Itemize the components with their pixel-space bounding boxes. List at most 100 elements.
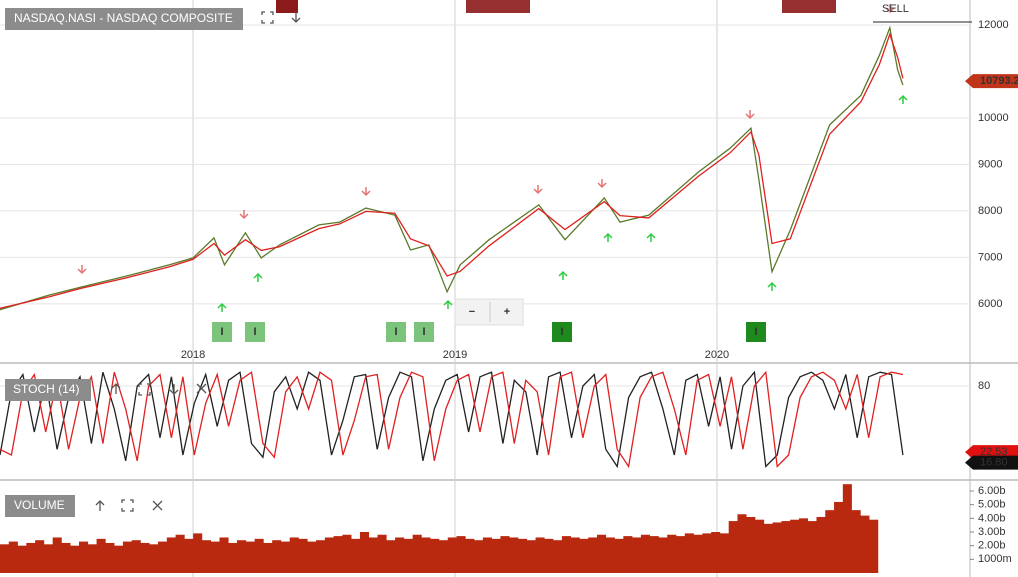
indicator-marker xyxy=(245,322,265,342)
volume-bar xyxy=(798,518,809,573)
y-tick-label: 2.00b xyxy=(978,540,1006,552)
volume-bar xyxy=(561,536,571,573)
indicator-marker xyxy=(552,322,572,342)
volume-bar xyxy=(693,534,703,573)
indicator-marker xyxy=(746,322,766,342)
volume-bar xyxy=(526,540,536,573)
y-tick-label: 8000 xyxy=(978,205,1002,217)
volume-bar xyxy=(245,541,255,573)
volume-bar xyxy=(430,538,440,573)
volume-bar xyxy=(395,537,405,573)
volume-bar xyxy=(237,540,247,573)
volume-bar xyxy=(491,538,501,573)
volume-bar xyxy=(790,519,800,573)
price-line xyxy=(0,32,904,309)
volume-bar xyxy=(684,533,694,573)
volume-bar xyxy=(324,537,334,573)
volume-bar xyxy=(79,541,89,573)
indicator-label: I xyxy=(253,326,256,338)
zoom-out-button[interactable]: − xyxy=(469,306,475,318)
volume-bar xyxy=(570,537,580,573)
x-tick-label: 2018 xyxy=(181,349,205,361)
price-line xyxy=(0,25,904,311)
y-tick-label: 5.00b xyxy=(978,499,1006,511)
y-tick-label: 7000 xyxy=(978,251,1002,263)
volume-bar xyxy=(535,537,545,573)
volume-bar xyxy=(26,542,36,573)
indicator-marker xyxy=(386,322,406,342)
last-value-label: 10793.28 xyxy=(980,75,1018,87)
volume-bar xyxy=(219,537,229,573)
volume-bar xyxy=(351,538,361,573)
indicator-marker xyxy=(212,322,232,342)
volume-bar xyxy=(140,542,150,573)
sell-arrows xyxy=(77,4,895,275)
volume-bar xyxy=(298,538,308,573)
volume-bar xyxy=(403,538,413,573)
volume-bar xyxy=(35,540,45,573)
volume-bar xyxy=(447,537,457,573)
chart-title: NASDAQ.NASI - NASDAQ COMPOSITE xyxy=(14,11,233,25)
event-tab xyxy=(276,0,298,13)
volume-bar xyxy=(825,510,835,573)
volume-bar xyxy=(711,532,721,573)
volume-bar xyxy=(746,516,756,573)
x-tick-label: 2020 xyxy=(705,349,729,361)
volume-bar xyxy=(579,538,589,573)
volume-bar xyxy=(87,544,97,573)
volume-bar xyxy=(0,544,10,573)
volume-bar xyxy=(175,534,185,573)
volume-bar xyxy=(131,540,141,573)
volume-bar xyxy=(544,538,554,573)
volume-bar xyxy=(755,519,765,573)
volume-bar xyxy=(52,537,62,573)
volume-bar xyxy=(201,540,212,573)
volume-bar xyxy=(465,538,475,573)
volume-bar xyxy=(210,541,220,573)
indicator-label: I xyxy=(560,326,563,338)
volume-bar xyxy=(359,532,370,573)
y-tick-label: 6.00b xyxy=(978,485,1006,497)
volume-bar xyxy=(500,536,510,573)
indicator-marker xyxy=(414,322,434,342)
volume-bar xyxy=(280,541,291,573)
volume-bar xyxy=(254,538,264,573)
volume-bar xyxy=(377,534,387,573)
volume-bar xyxy=(70,545,80,573)
volume-bar xyxy=(842,484,852,573)
title-icons xyxy=(95,499,163,512)
value-badge xyxy=(965,455,1018,470)
volume-bar xyxy=(193,533,203,573)
event-tab xyxy=(466,0,530,13)
volume-bar xyxy=(289,537,299,573)
volume-bar xyxy=(553,540,563,573)
grid-layer xyxy=(0,0,974,577)
title-icons xyxy=(111,383,207,396)
volume-bar xyxy=(869,519,879,573)
volume-bar xyxy=(816,516,826,573)
volume-bar xyxy=(263,542,273,573)
chart-title: STOCH (14) xyxy=(13,382,79,396)
volume-bar xyxy=(158,541,168,573)
y-tick-label: 4.00b xyxy=(978,512,1006,524)
signal-label: SELL xyxy=(882,3,909,15)
volume-bar xyxy=(834,501,844,573)
volume-bar xyxy=(588,537,598,573)
volume-bar xyxy=(149,544,159,573)
volume-bar xyxy=(676,536,686,573)
value-badge xyxy=(965,74,1018,89)
volume-bar xyxy=(614,538,624,573)
title-icons xyxy=(261,11,301,24)
volume-bar xyxy=(632,537,642,573)
volume-bar xyxy=(649,536,659,573)
buy-arrows xyxy=(217,94,908,312)
volume-bar xyxy=(509,537,519,573)
volume-bar xyxy=(307,541,317,573)
volume-bar xyxy=(8,541,18,573)
volume-bar xyxy=(667,534,677,573)
volume-bar xyxy=(640,534,650,573)
indicator-label: I xyxy=(422,326,425,338)
zoom-in-button[interactable]: + xyxy=(504,306,510,318)
volume-bar xyxy=(658,537,668,573)
